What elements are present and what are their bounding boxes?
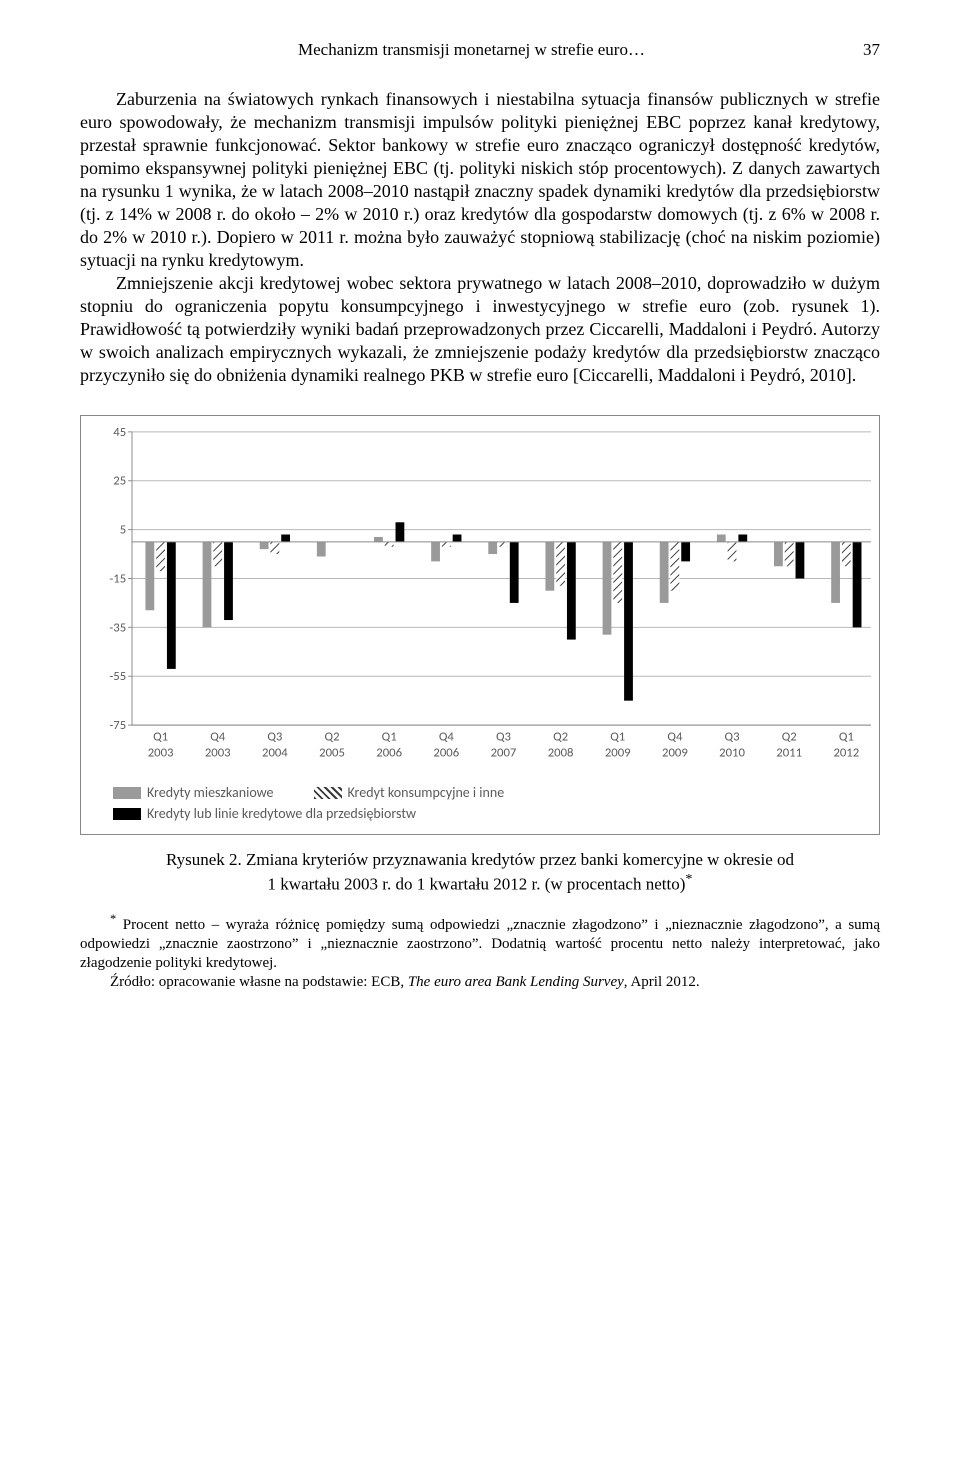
svg-text:2011: 2011 xyxy=(776,746,802,761)
chart-legend: Kredyty mieszkaniowe Kredyt konsumpcyjne… xyxy=(89,784,871,826)
svg-text:2009: 2009 xyxy=(605,746,631,761)
footnote-2: Źródło: opracowanie własne na podstawie:… xyxy=(80,973,880,992)
legend-swatch-hatch xyxy=(314,787,342,799)
legend-swatch-black xyxy=(113,808,141,820)
svg-text:2008: 2008 xyxy=(548,746,574,761)
bar-chart: 45255-15-35-55-75Q12003Q42003Q32004Q2200… xyxy=(89,426,871,778)
body-text: Zaburzenia na światowych rynkach finanso… xyxy=(80,88,880,387)
svg-text:5: 5 xyxy=(120,523,126,538)
running-title: Mechanizm transmisji monetarnej w strefi… xyxy=(298,40,645,59)
svg-text:Q2: Q2 xyxy=(325,730,340,745)
svg-text:Q2: Q2 xyxy=(553,730,568,745)
legend-label-1: Kredyty mieszkaniowe xyxy=(147,784,274,801)
footnote-2-italic: The euro area Bank Lending Survey xyxy=(408,974,624,990)
svg-text:2007: 2007 xyxy=(491,746,517,761)
svg-text:Q1: Q1 xyxy=(382,730,397,745)
svg-text:2012: 2012 xyxy=(833,746,859,761)
svg-text:2006: 2006 xyxy=(433,746,459,761)
page-number: 37 xyxy=(863,40,880,60)
svg-text:25: 25 xyxy=(113,474,126,489)
running-head: Mechanizm transmisji monetarnej w strefi… xyxy=(80,40,880,60)
svg-text:2009: 2009 xyxy=(662,746,688,761)
svg-text:Q4: Q4 xyxy=(210,730,226,745)
svg-text:Q2: Q2 xyxy=(782,730,797,745)
svg-text:Q4: Q4 xyxy=(439,730,455,745)
svg-text:45: 45 xyxy=(113,426,126,440)
svg-text:2003: 2003 xyxy=(148,746,174,761)
legend-swatch-grey xyxy=(113,787,141,799)
legend-label-3: Kredyty lub linie kredytowe dla przedsię… xyxy=(147,805,416,822)
svg-text:-55: -55 xyxy=(109,670,126,685)
svg-text:Q1: Q1 xyxy=(839,730,854,745)
svg-text:Q4: Q4 xyxy=(667,730,683,745)
legend-item-3: Kredyty lub linie kredytowe dla przedsię… xyxy=(113,805,831,822)
legend-item-2: Kredyt konsumpcyjne i inne xyxy=(314,784,505,801)
svg-text:Q1: Q1 xyxy=(153,730,168,745)
paragraph-1: Zaburzenia na światowych rynkach finanso… xyxy=(80,88,880,272)
footnote-2-prefix: Źródło: opracowanie własne na podstawie:… xyxy=(110,974,408,990)
svg-text:2004: 2004 xyxy=(262,746,288,761)
legend-label-2: Kredyt konsumpcyjne i inne xyxy=(348,784,505,801)
svg-text:2006: 2006 xyxy=(376,746,402,761)
svg-text:-75: -75 xyxy=(109,718,126,733)
svg-text:-35: -35 xyxy=(109,621,126,636)
svg-text:2003: 2003 xyxy=(205,746,231,761)
footnote-block: * Procent netto – wyraża różnicę pomiędz… xyxy=(80,912,880,991)
caption-line2: 1 kwartału 2003 r. do 1 kwartału 2012 r.… xyxy=(268,874,686,893)
chart-container: 45255-15-35-55-75Q12003Q42003Q32004Q2200… xyxy=(80,415,880,835)
svg-text:2010: 2010 xyxy=(719,746,745,761)
svg-text:Q3: Q3 xyxy=(496,730,511,745)
paragraph-2: Zmniejszenie akcji kredytowej wobec sekt… xyxy=(80,272,880,387)
svg-text:2005: 2005 xyxy=(319,746,345,761)
footnote-1-text: Procent netto – wyraża różnicę pomiędzy … xyxy=(80,917,880,971)
footnote-2-suffix: , April 2012. xyxy=(624,974,700,990)
caption-star: * xyxy=(685,871,692,887)
footnote-1: * Procent netto – wyraża różnicę pomiędz… xyxy=(80,912,880,972)
legend-item-1: Kredyty mieszkaniowe xyxy=(113,784,274,801)
figure-caption: Rysunek 2. Zmiana kryteriów przyznawania… xyxy=(80,849,880,894)
svg-text:Q1: Q1 xyxy=(610,730,625,745)
svg-text:Q3: Q3 xyxy=(725,730,740,745)
svg-text:Q3: Q3 xyxy=(267,730,282,745)
caption-line1: Rysunek 2. Zmiana kryteriów przyznawania… xyxy=(166,850,794,869)
svg-text:-15: -15 xyxy=(109,572,126,587)
